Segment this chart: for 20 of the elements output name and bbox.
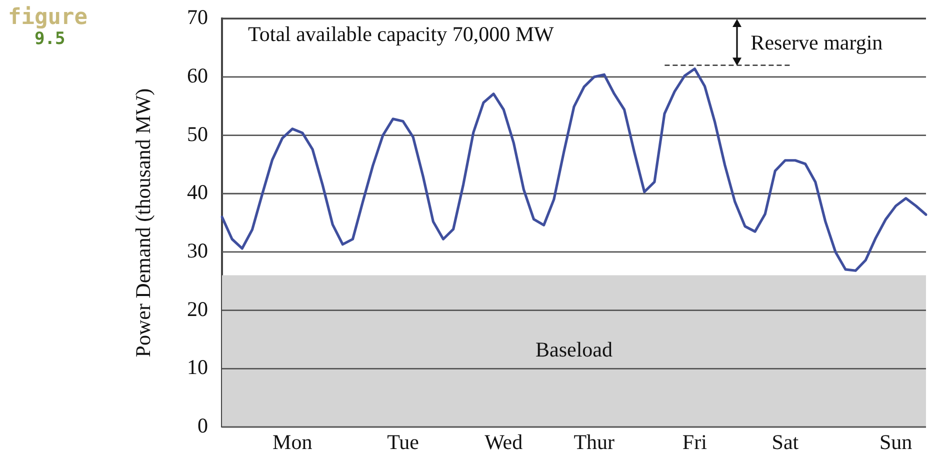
y-tick-label: 30 (187, 238, 208, 262)
y-tick-label: 70 (187, 5, 208, 30)
x-tick-label: Sat (772, 430, 799, 454)
x-tick-label: Wed (484, 430, 524, 454)
y-tick-label: 20 (187, 296, 208, 321)
x-tick-label: Tue (387, 430, 419, 454)
y-tick-label: 50 (187, 122, 208, 146)
ref-line-label: Total available capacity 70,000 MW (248, 22, 554, 46)
x-tick-label: Fri (682, 430, 708, 454)
x-tick-label: Sun (879, 430, 913, 454)
y-axis-title: Power Demand (thousand MW) (131, 88, 156, 358)
y-tick-label: 10 (187, 355, 208, 380)
band-label: Baseload (536, 338, 613, 362)
caption: figure 9.5 (8, 5, 88, 49)
y-tick-label: 0 (198, 414, 208, 438)
x-tick-label: Thur (574, 430, 615, 454)
ref-line-label: Reserve margin (750, 30, 884, 54)
y-tick-label: 60 (187, 63, 208, 88)
x-tick-label: Mon (272, 430, 313, 454)
y-tick-label: 40 (187, 180, 208, 204)
